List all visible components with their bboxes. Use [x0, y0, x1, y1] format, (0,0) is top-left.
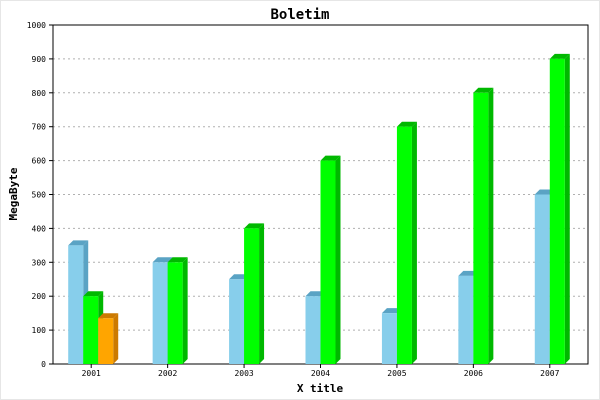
- x-tick-label: 2003: [234, 369, 253, 378]
- bar-front: [98, 318, 114, 364]
- y-tick-label: 1000: [27, 21, 46, 30]
- bar-top: [549, 53, 570, 59]
- x-tick-label: 2004: [311, 369, 330, 378]
- x-tick-label: 2002: [158, 369, 177, 378]
- bar-side: [488, 87, 494, 365]
- bar-2003-series-2: [244, 223, 265, 364]
- y-axis-ticks: 0 100 200 300 400 500 600 700 800 900 1000: [27, 21, 53, 369]
- bar-front: [68, 245, 84, 364]
- y-axis-title: MegaByte: [7, 167, 20, 220]
- bar-2006-series-2: [473, 87, 494, 365]
- x-tick-label: 2005: [387, 369, 406, 378]
- y-tick-label: 600: [32, 157, 47, 166]
- bars: [68, 53, 570, 365]
- x-axis-title: X title: [297, 382, 344, 395]
- bar-side: [182, 257, 188, 364]
- bar-2007-series-2: [549, 53, 570, 365]
- bar-front: [305, 296, 321, 364]
- bar-side: [259, 223, 265, 364]
- bar-front: [549, 58, 565, 365]
- y-tick-label: 200: [32, 292, 47, 301]
- x-tick-label: 2006: [464, 369, 483, 378]
- x-tick-label: 2001: [82, 369, 101, 378]
- bar-2005-series-2: [396, 121, 417, 364]
- bar-front: [458, 275, 474, 364]
- bar-front: [152, 262, 168, 364]
- bar-front: [473, 92, 489, 365]
- bar-2004-series-2: [320, 155, 341, 364]
- y-tick-label: 500: [32, 191, 47, 200]
- bar-side: [564, 53, 570, 365]
- y-tick-label: 700: [32, 123, 47, 132]
- bar-top: [167, 257, 188, 263]
- bar-top: [473, 87, 494, 93]
- bar-top: [68, 240, 89, 246]
- bar-top: [83, 291, 104, 297]
- bar-front: [167, 262, 183, 364]
- bar-front: [320, 160, 336, 364]
- bar-side: [113, 313, 119, 364]
- chart-title: Boletim: [270, 7, 329, 23]
- bar-front: [244, 228, 260, 364]
- y-tick-label: 800: [32, 89, 47, 98]
- bar-side: [335, 155, 341, 364]
- y-tick-label: 400: [32, 224, 47, 233]
- bar-top: [244, 223, 265, 229]
- bar-2001-series-3: [98, 313, 119, 364]
- y-tick-label: 0: [41, 360, 46, 369]
- x-tick-label: 2007: [540, 369, 559, 378]
- bar-2002-series-2: [167, 257, 188, 364]
- y-tick-label: 100: [32, 326, 47, 335]
- bar-front: [396, 126, 412, 364]
- gridlines: [53, 58, 588, 331]
- bar-top: [396, 121, 417, 127]
- bar-top: [152, 257, 173, 263]
- bar-front: [534, 194, 550, 364]
- bar-side: [411, 121, 417, 364]
- bar-front: [229, 279, 245, 364]
- y-tick-label: 900: [32, 55, 47, 64]
- bar-front: [381, 313, 397, 364]
- y-tick-label: 300: [32, 258, 47, 267]
- bar-top: [98, 313, 119, 319]
- bar-front: [83, 296, 99, 364]
- bar-top: [320, 155, 341, 161]
- x-axis-ticks: 2001 2002 2003 2004 2005 2006 2007: [82, 364, 560, 378]
